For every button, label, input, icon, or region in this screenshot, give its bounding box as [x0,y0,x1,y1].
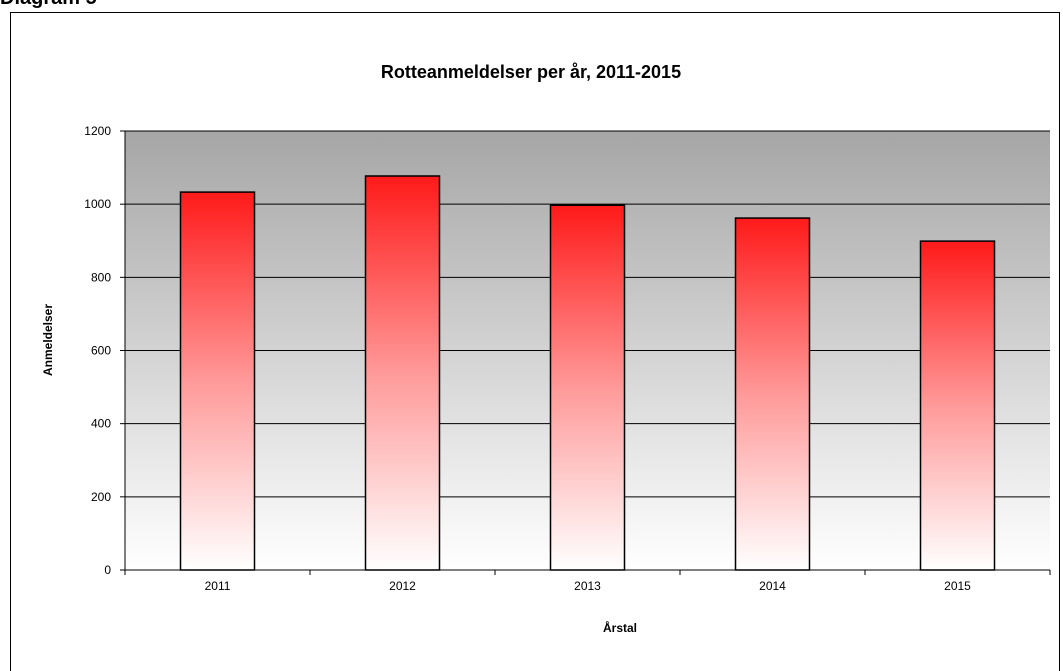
x-tick-label: 2014 [759,579,786,593]
bar [734,217,811,571]
bar [364,175,441,571]
y-tick-label: 1000 [84,197,111,211]
heading: Diagram 5 [0,0,97,9]
chart-frame [10,12,1060,671]
x-tick-label: 2011 [205,579,231,593]
x-axis-label: Årstal [603,620,637,635]
bar [179,191,256,571]
y-tick-label: 1200 [84,124,111,138]
bar [919,240,996,571]
y-tick-label: 200 [91,490,111,504]
bar [549,204,626,571]
chart-title: Rotteanmeldelser per år, 2011-2015 [381,62,681,82]
x-tick-label: 2013 [574,579,601,593]
y-tick-label: 600 [91,344,111,358]
y-axis-label: Anmeldelser [41,304,55,376]
y-tick-label: 800 [91,270,111,284]
y-tick-label: 0 [104,563,111,577]
x-tick-label: 2015 [944,579,971,593]
x-tick-label: 2012 [389,579,416,593]
y-tick-label: 400 [91,417,111,431]
